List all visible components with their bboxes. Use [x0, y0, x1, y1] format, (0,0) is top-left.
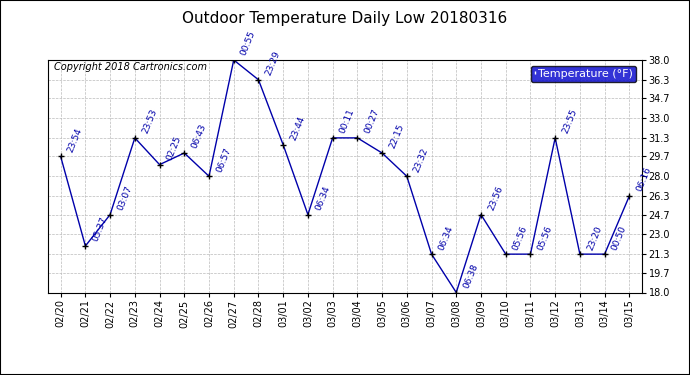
- Text: 23:44: 23:44: [288, 115, 306, 142]
- Text: 06:16: 06:16: [635, 166, 653, 193]
- Text: 00:11: 00:11: [338, 108, 356, 135]
- Text: 23:56: 23:56: [486, 184, 504, 212]
- Text: 00:27: 00:27: [363, 108, 381, 135]
- Text: 06:57: 06:57: [215, 146, 233, 174]
- Text: 23:32: 23:32: [413, 146, 431, 174]
- Text: 00:50: 00:50: [610, 224, 628, 251]
- Text: 06:38: 06:38: [462, 262, 480, 290]
- Legend: Temperature (°F): Temperature (°F): [531, 66, 636, 82]
- Text: 06:43: 06:43: [190, 123, 208, 150]
- Text: 02:25: 02:25: [165, 135, 183, 162]
- Text: 06:34: 06:34: [437, 224, 455, 251]
- Text: 05:56: 05:56: [536, 224, 554, 251]
- Text: 05:37: 05:37: [91, 216, 109, 243]
- Text: 23:54: 23:54: [66, 127, 84, 154]
- Text: Copyright 2018 Cartronics.com: Copyright 2018 Cartronics.com: [55, 62, 207, 72]
- Text: 00:55: 00:55: [239, 30, 257, 57]
- Text: 23:55: 23:55: [561, 108, 579, 135]
- Text: 23:20: 23:20: [585, 224, 603, 251]
- Text: 23:53: 23:53: [140, 108, 159, 135]
- Text: 23:29: 23:29: [264, 50, 282, 77]
- Text: 03:07: 03:07: [116, 184, 134, 212]
- Text: 22:15: 22:15: [388, 123, 406, 150]
- Text: 05:56: 05:56: [511, 224, 529, 251]
- Text: Outdoor Temperature Daily Low 20180316: Outdoor Temperature Daily Low 20180316: [182, 11, 508, 26]
- Text: 06:34: 06:34: [313, 184, 331, 212]
